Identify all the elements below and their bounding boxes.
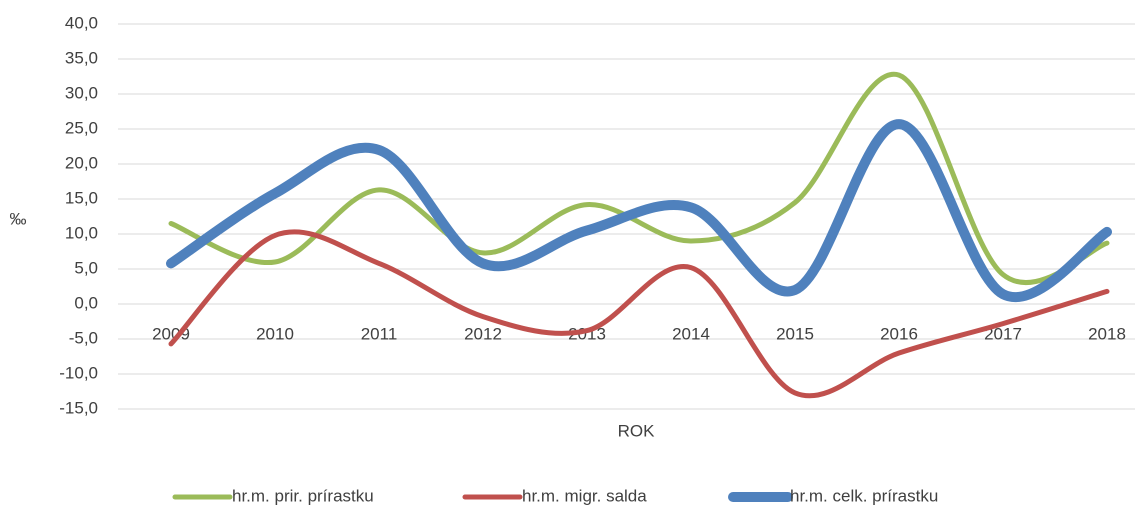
- y-tick-label: 20,0: [65, 153, 98, 172]
- y-tick-label: 30,0: [65, 83, 98, 102]
- y-tick-label: 35,0: [65, 48, 98, 67]
- x-tick-label: 2015: [776, 324, 814, 343]
- x-tick-label: 2018: [1088, 324, 1126, 343]
- x-tick-label: 2011: [361, 324, 398, 343]
- y-tick-label: 0,0: [74, 293, 98, 312]
- series-line: [166, 119, 1112, 302]
- y-tick-label: 5,0: [74, 258, 98, 277]
- y-tick-label: 15,0: [65, 188, 98, 207]
- y-tick-label: -10,0: [59, 363, 98, 382]
- x-tick-label: 2017: [984, 324, 1022, 343]
- series-line: [168, 71, 1110, 285]
- legend-label: hr.m. prir. prírastku: [232, 486, 374, 505]
- x-tick-label: 2014: [672, 324, 710, 343]
- y-tick-label: 40,0: [65, 13, 98, 32]
- x-tick-label: 2010: [256, 324, 294, 343]
- y-tick-label: -5,0: [69, 328, 98, 347]
- legend-label: hr.m. celk. prírastku: [790, 486, 938, 505]
- y-tick-label: -15,0: [59, 398, 98, 417]
- legend-label: hr.m. migr. salda: [522, 486, 647, 505]
- y-tick-label: 25,0: [65, 118, 98, 137]
- x-tick-label: 2016: [880, 324, 918, 343]
- x-axis-title: ROK: [618, 421, 656, 440]
- x-tick-label: 2012: [464, 324, 502, 343]
- y-axis-title: ‰: [10, 209, 27, 228]
- y-tick-label: 10,0: [65, 223, 98, 242]
- series-line: [168, 229, 1110, 399]
